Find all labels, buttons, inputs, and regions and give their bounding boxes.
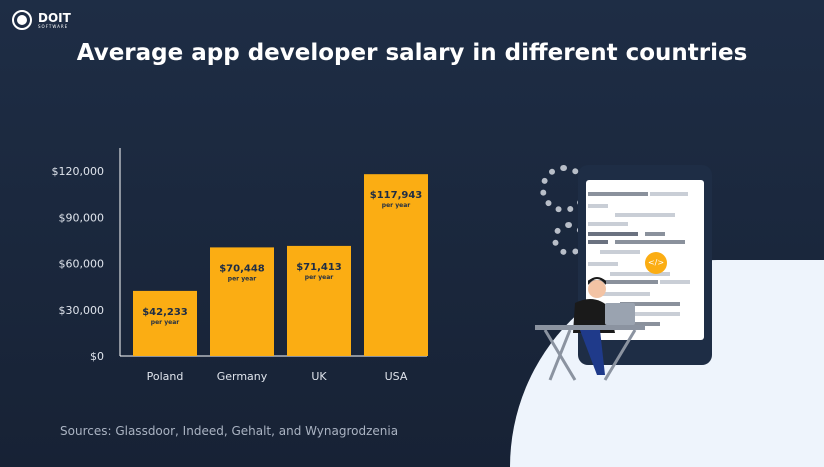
code-line	[588, 192, 648, 196]
code-line	[615, 240, 685, 244]
bar-usa	[364, 174, 428, 356]
code-line	[610, 272, 670, 276]
y-tick-label: $60,000	[59, 258, 105, 271]
code-line	[650, 192, 688, 196]
code-line	[600, 312, 680, 316]
logo: DOIT SOFTWARE	[12, 10, 71, 30]
y-tick-label: $0	[90, 350, 104, 363]
code-line	[588, 204, 608, 208]
data-label: $42,233	[142, 307, 188, 318]
page-title: Average app developer salary in differen…	[76, 40, 748, 66]
code-line	[620, 302, 680, 306]
logo-icon	[12, 10, 32, 30]
x-tick-label: UK	[311, 370, 327, 383]
code-line	[588, 262, 618, 266]
x-tick-label: Germany	[217, 370, 268, 383]
data-sublabel: per year	[151, 319, 179, 326]
data-sublabel: per year	[382, 202, 410, 209]
code-badge-icon: </>	[645, 252, 667, 274]
code-line	[600, 292, 650, 296]
bar-poland	[133, 290, 197, 356]
data-label: $71,413	[296, 262, 342, 273]
x-tick-label: USA	[385, 370, 408, 383]
logo-sub: SOFTWARE	[38, 23, 69, 29]
source-note: Sources: Glassdoor, Indeed, Gehalt, and …	[60, 424, 399, 438]
data-sublabel: per year	[305, 274, 333, 281]
data-sublabel: per year	[228, 275, 256, 282]
code-line	[660, 280, 690, 284]
y-tick-label: $30,000	[59, 304, 105, 317]
code-line	[615, 213, 675, 217]
y-tick-label: $90,000	[59, 211, 105, 224]
code-line	[588, 222, 628, 226]
data-label: $70,448	[219, 263, 265, 274]
code-line	[600, 250, 640, 254]
logo-name: DOIT	[38, 10, 71, 25]
bar-uk	[287, 245, 351, 356]
bar-germany	[210, 247, 274, 356]
code-line	[588, 280, 658, 284]
code-line	[588, 232, 638, 236]
developer-illustration	[535, 277, 645, 381]
code-line	[588, 240, 608, 244]
x-tick-label: Poland	[147, 370, 184, 383]
y-tick-label: $120,000	[52, 165, 105, 178]
data-label: $117,943	[370, 190, 423, 201]
code-line	[645, 232, 665, 236]
code-line	[620, 322, 660, 326]
